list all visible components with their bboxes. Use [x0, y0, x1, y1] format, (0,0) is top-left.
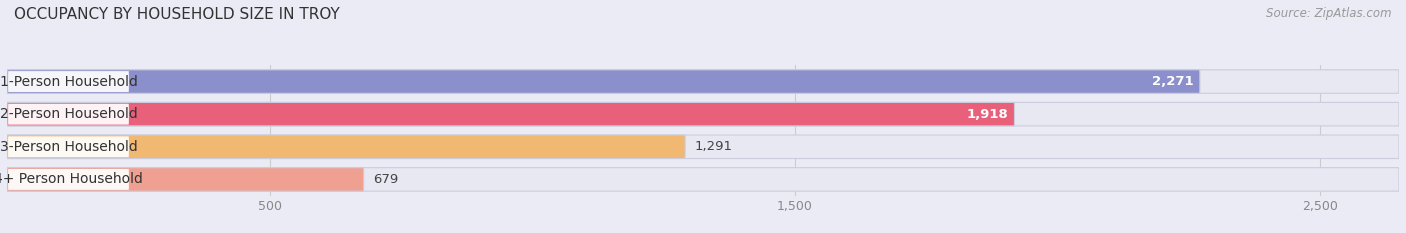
Text: 1-Person Household: 1-Person Household [0, 75, 138, 89]
Text: 4+ Person Household: 4+ Person Household [0, 172, 143, 186]
Text: 679: 679 [373, 173, 398, 186]
FancyBboxPatch shape [8, 136, 129, 157]
Text: OCCUPANCY BY HOUSEHOLD SIZE IN TROY: OCCUPANCY BY HOUSEHOLD SIZE IN TROY [14, 7, 340, 22]
Text: 1,918: 1,918 [966, 108, 1008, 121]
Text: 3-Person Household: 3-Person Household [0, 140, 138, 154]
Text: 2-Person Household: 2-Person Household [0, 107, 138, 121]
FancyBboxPatch shape [7, 168, 1399, 191]
Text: 1,291: 1,291 [695, 140, 733, 153]
Text: 2,271: 2,271 [1152, 75, 1194, 88]
FancyBboxPatch shape [8, 104, 129, 125]
FancyBboxPatch shape [7, 70, 1199, 93]
FancyBboxPatch shape [7, 103, 1015, 126]
FancyBboxPatch shape [7, 70, 1399, 93]
Text: Source: ZipAtlas.com: Source: ZipAtlas.com [1267, 7, 1392, 20]
FancyBboxPatch shape [7, 135, 1399, 158]
FancyBboxPatch shape [8, 169, 129, 190]
FancyBboxPatch shape [7, 135, 685, 158]
FancyBboxPatch shape [8, 71, 129, 92]
FancyBboxPatch shape [7, 103, 1399, 126]
FancyBboxPatch shape [7, 168, 364, 191]
